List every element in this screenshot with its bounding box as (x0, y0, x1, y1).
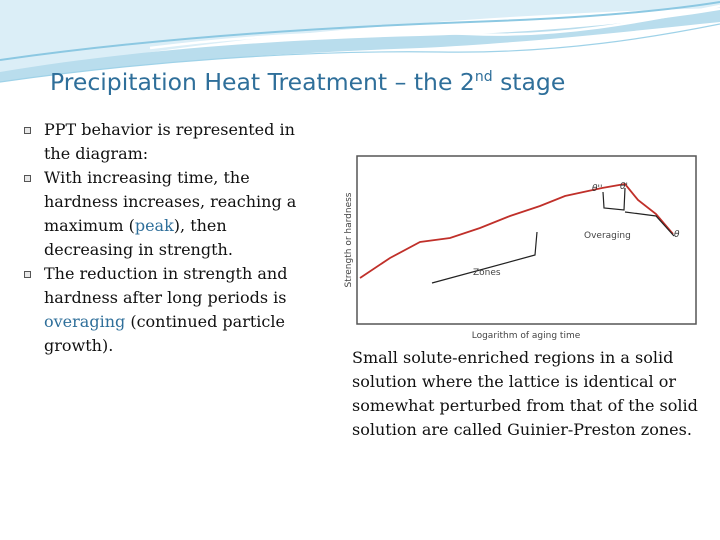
x-axis-label: Logarithm of aging time (472, 331, 581, 341)
peak-right-label: θ' (620, 182, 628, 192)
title-main: Precipitation Heat Treatment – the 2 (50, 68, 475, 96)
bullet-item: The reduction in strength and hardness a… (20, 262, 320, 358)
aging-diagram: Strength or hardness Logarithm of aging … (344, 155, 697, 341)
end-label: θ (674, 230, 680, 240)
bullet-list: PPT behavior is represented in the diagr… (20, 118, 320, 358)
overaging-bracket (624, 211, 675, 237)
header-decoration (0, 0, 720, 83)
square-bullet-icon (24, 175, 31, 182)
bullet-text: With increasing time, the hardness incre… (44, 168, 297, 235)
bullet-item: PPT behavior is represented in the diagr… (20, 118, 320, 166)
peak-left-label: θ'' (592, 184, 602, 194)
highlight-overaging: overaging (44, 312, 126, 331)
overaging-label: Overaging (584, 231, 631, 241)
zones-label: Zones (473, 268, 501, 278)
diagram-frame (356, 155, 697, 325)
strength-curve (359, 183, 674, 279)
y-axis-label: Strength or hardness (344, 192, 354, 287)
square-bullet-icon (24, 271, 31, 278)
zones-pointer (431, 231, 538, 284)
title-end: stage (492, 68, 566, 96)
bullet-text: (continued particle growth). (44, 312, 285, 355)
title-superscript: nd (474, 69, 493, 86)
highlight-peak: peak (134, 216, 174, 235)
caption-text: Small solute-enriched regions in a solid… (352, 348, 698, 439)
bullet-text: The reduction in strength and hardness a… (44, 264, 288, 307)
slide-title: Precipitation Heat Treatment – the 2nd s… (50, 68, 690, 96)
bullet-text: PPT behavior is represented in the diagr… (44, 120, 295, 163)
bullet-text: ), then decreasing in strength. (44, 216, 233, 259)
bullet-item: With increasing time, the hardness incre… (20, 166, 320, 262)
peak-bracket (602, 187, 626, 211)
square-bullet-icon (24, 127, 31, 134)
